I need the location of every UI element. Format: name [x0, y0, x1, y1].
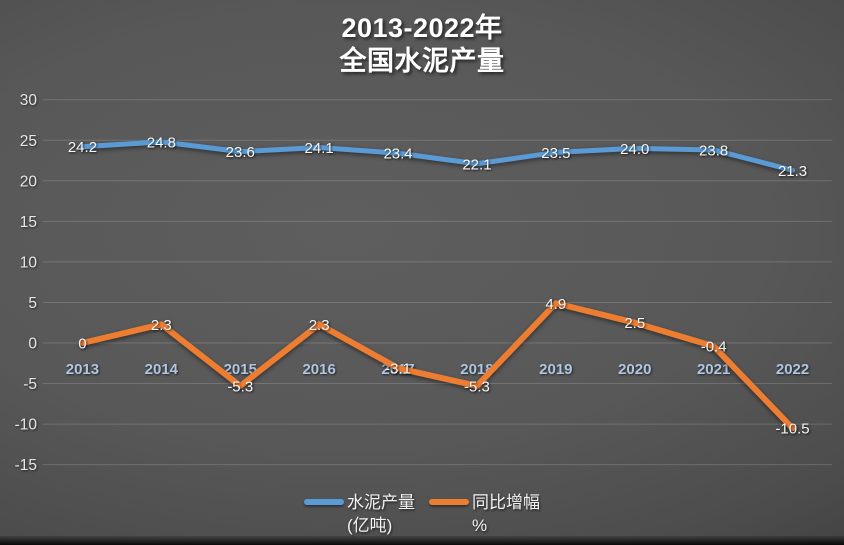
x-axis-label-2019: 2019: [539, 361, 572, 378]
legend-swatch-yoy-growth: [429, 499, 469, 505]
legend-swatch-cement-output: [304, 499, 344, 505]
data-label-series-0-2022: 21.3: [778, 163, 807, 180]
chart-legend: 水泥产量 (亿吨) 同比增幅 %: [0, 491, 844, 537]
chart-title: 2013-2022年 全国水泥产量: [0, 12, 844, 78]
legend-text-yoy-growth: 同比增幅 %: [472, 491, 540, 537]
legend-label-cement-output-line2: (亿吨): [347, 516, 393, 535]
data-label-series-0-2016: 24.1: [305, 140, 334, 157]
line-series-1: [79, 300, 796, 432]
x-axis-label-2015: 2015: [224, 361, 257, 378]
x-axis-label-2022: 2022: [776, 361, 809, 378]
chart-title-line1: 2013-2022年: [341, 13, 503, 43]
legend-item-yoy-growth[interactable]: 同比增幅 %: [429, 491, 540, 537]
data-label-series-1-2015: -5.3: [227, 378, 253, 395]
y-axis-tick--10: -10: [15, 417, 38, 434]
x-axis-label-2021: 2021: [697, 361, 730, 378]
x-axis-label-2020: 2020: [618, 361, 651, 378]
x-axis-label-2014: 2014: [145, 361, 179, 378]
data-label-series-1-2018: -5.3: [464, 378, 490, 395]
y-axis-tick-0: 0: [28, 336, 37, 353]
data-label-series-0-2013: 24.2: [68, 139, 97, 156]
legend-label-yoy-growth-line2: %: [472, 516, 488, 535]
x-axis-label-2013: 2013: [66, 361, 99, 378]
bottom-edge-shadow: [0, 536, 844, 545]
data-label-series-1-2021: -0.4: [701, 339, 727, 356]
data-label-series-0-2015: 23.6: [226, 144, 255, 161]
y-axis-tick-20: 20: [20, 173, 38, 190]
data-label-series-1-2022: -10.5: [775, 421, 809, 438]
data-label-series-0-2014: 24.8: [147, 134, 176, 151]
data-label-series-1-2017: -3.1: [385, 361, 411, 378]
y-axis-tick-15: 15: [20, 214, 37, 231]
data-label-series-1-2019: 4.9: [545, 296, 566, 313]
data-label-series-1-2013: 0: [78, 336, 86, 353]
y-axis-tick-30: 30: [20, 92, 38, 109]
legend-text-cement-output: 水泥产量 (亿吨): [347, 491, 415, 537]
legend-label-cement-output-line1: 水泥产量: [347, 493, 415, 512]
y-axis-tick-25: 25: [20, 133, 37, 150]
data-label-series-1-2016: 2.3: [309, 317, 330, 334]
data-label-series-0-2018: 22.1: [462, 156, 491, 173]
data-label-series-1-2020: 2.5: [624, 315, 645, 332]
y-axis-tick--5: -5: [23, 376, 37, 393]
y-axis-tick-5: 5: [28, 295, 37, 312]
x-axis-label-2016: 2016: [302, 361, 335, 378]
y-axis-tick--15: -15: [15, 457, 37, 474]
legend-label-yoy-growth-line1: 同比增幅: [472, 493, 540, 512]
legend-item-cement-output[interactable]: 水泥产量 (亿吨): [304, 491, 415, 537]
data-label-series-1-2014: 2.3: [151, 317, 172, 334]
line-series-0: [79, 139, 796, 173]
data-label-series-0-2019: 23.5: [541, 145, 570, 162]
data-label-series-0-2017: 23.4: [383, 146, 412, 163]
data-label-series-0-2020: 24.0: [620, 141, 649, 158]
data-label-series-0-2021: 23.8: [699, 142, 728, 159]
y-axis-tick-10: 10: [20, 254, 38, 271]
chart-title-line2: 全国水泥产量: [339, 46, 505, 76]
